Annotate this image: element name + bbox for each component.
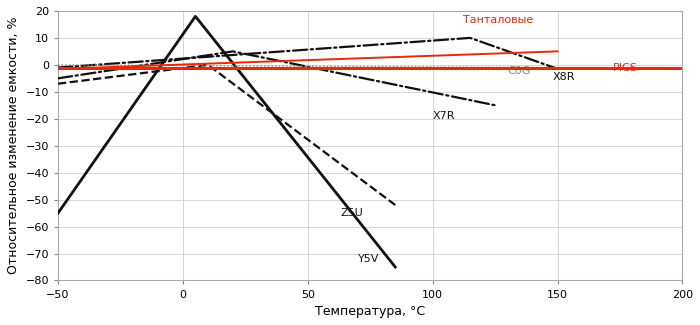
Text: X7R: X7R: [433, 111, 455, 121]
Text: Танталовые: Танталовые: [463, 15, 533, 25]
Y-axis label: Относительное изменение емкости, %: Относительное изменение емкости, %: [7, 17, 20, 274]
Text: C0G: C0G: [508, 66, 531, 76]
Text: PICS: PICS: [612, 62, 638, 72]
Text: Z5U: Z5U: [340, 208, 363, 218]
Text: X8R: X8R: [552, 72, 575, 82]
X-axis label: Температура, °C: Температура, °C: [315, 305, 426, 318]
Text: Y5V: Y5V: [358, 254, 379, 264]
